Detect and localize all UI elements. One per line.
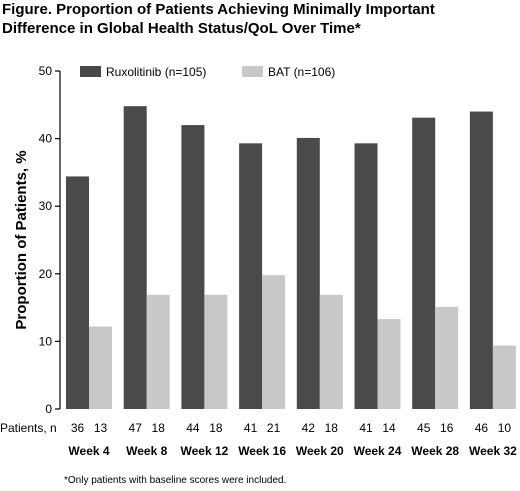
figure-title: Figure. Proportion of Patients Achieving… [2,0,502,38]
x-tick-label: Week 8 [126,444,167,458]
bar-bat [89,326,112,409]
bar-ruxolitinib [296,137,320,409]
bar-ruxolitinib [469,111,493,409]
y-axis-label: Proportion of Patients, % [13,150,30,329]
patients-row-label: Patients, n [0,421,57,435]
x-tick-label: Week 24 [354,444,402,458]
bar-bat [435,306,459,409]
patient-count: 16 [440,421,454,435]
title-line-1: Figure. Proportion of Patients Achieving… [2,1,435,18]
x-tick-label: Week 12 [180,444,228,458]
y-tick-label: 30 [39,199,53,213]
patient-count: 14 [382,421,396,435]
bar-ruxolitinib [181,125,205,409]
patient-count: 41 [359,421,373,435]
bar-bat [204,294,228,409]
patient-count: 36 [71,421,85,435]
patient-count: 18 [209,421,223,435]
x-axis-tick-labels: Week 4 Week 8 Week 12 Week 16 Week 20 Week 24… [68,444,517,458]
patient-counts-row: 36 13 47 18 44 18 41 21 42 18 41 14 45 16 46 10 [71,421,512,435]
bar-ruxolitinib [123,106,147,409]
bar-bat [377,319,401,409]
patient-count: 21 [267,421,281,435]
title-line-2: Difference in Global Health Status/QoL O… [2,20,361,37]
patient-count: 46 [475,421,489,435]
bar-ruxolitinib [239,143,263,409]
patient-count: 47 [129,421,143,435]
bar-ruxolitinib [354,143,378,409]
y-tick-label: 0 [45,402,52,416]
y-tick-label: 10 [39,334,53,348]
bar-ruxolitinib [66,176,89,409]
y-tick-label: 40 [39,132,53,146]
y-tick-label: 50 [39,64,53,78]
patient-count: 13 [94,421,108,435]
legend: Ruxolitinib (n=105) BAT (n=106) [80,65,335,79]
patient-count: 18 [325,421,339,435]
footnote: *Only patients with baseline scores were… [64,475,287,486]
bar-ruxolitinib [412,117,436,410]
legend-label-bat: BAT (n=106) [268,65,335,79]
x-tick-label: Week 32 [469,444,517,458]
y-axis-ticks: 0 10 20 30 40 50 [39,64,60,416]
y-tick-label: 20 [39,267,53,281]
bar-bat [146,294,170,409]
patient-count: 44 [186,421,200,435]
bar-bat [492,345,516,409]
patient-count: 41 [244,421,258,435]
bar-bat [319,294,343,409]
legend-swatch-bat [242,66,263,77]
x-tick-label: Week 4 [68,444,109,458]
patient-count: 10 [498,421,512,435]
x-tick-label: Week 20 [296,444,344,458]
patient-count: 45 [417,421,431,435]
bars-layer [66,106,516,410]
legend-label-ruxolitinib: Ruxolitinib (n=105) [106,65,206,79]
x-tick-label: Week 28 [411,444,459,458]
x-tick-label: Week 16 [238,444,286,458]
bar-bat [262,275,286,409]
patient-count: 18 [152,421,166,435]
legend-swatch-ruxolitinib [80,66,101,77]
patient-count: 42 [302,421,316,435]
